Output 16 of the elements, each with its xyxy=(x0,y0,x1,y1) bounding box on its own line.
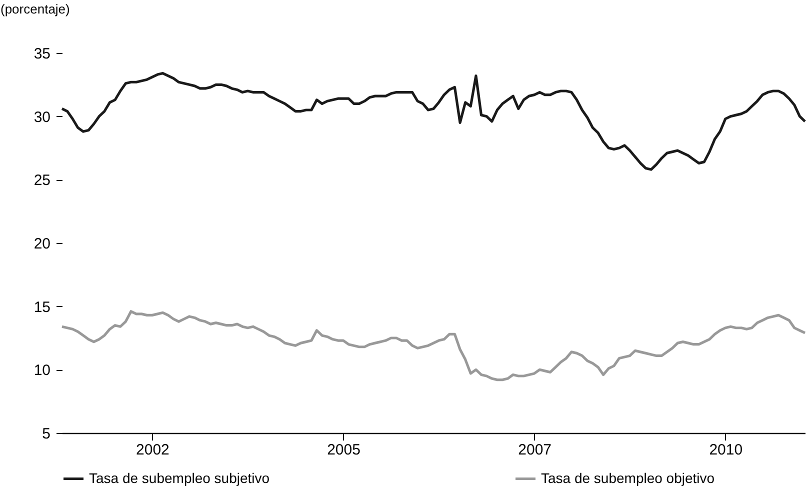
y-tick-label: 5 xyxy=(42,426,50,442)
x-tick-label: 2010 xyxy=(709,442,743,458)
line-series xyxy=(60,310,806,382)
legend-label: Tasa de subempleo subjetivo xyxy=(89,470,270,486)
legend-label: Tasa de subempleo objetivo xyxy=(541,470,715,486)
y-axis-title: (porcentaje) xyxy=(0,2,70,16)
x-tick-label: 2005 xyxy=(327,442,360,458)
line-series xyxy=(60,72,806,171)
y-tick-label: 25 xyxy=(34,172,50,190)
x-tick-label: 2007 xyxy=(518,442,552,458)
y-tick-label: 15 xyxy=(34,298,50,316)
x-tick-label: 2002 xyxy=(136,442,170,458)
y-tick-label: 20 xyxy=(34,236,50,252)
y-tick-label: 30 xyxy=(34,108,50,126)
y-tick-label: 35 xyxy=(34,46,50,62)
y-tick-label: 10 xyxy=(34,362,50,380)
